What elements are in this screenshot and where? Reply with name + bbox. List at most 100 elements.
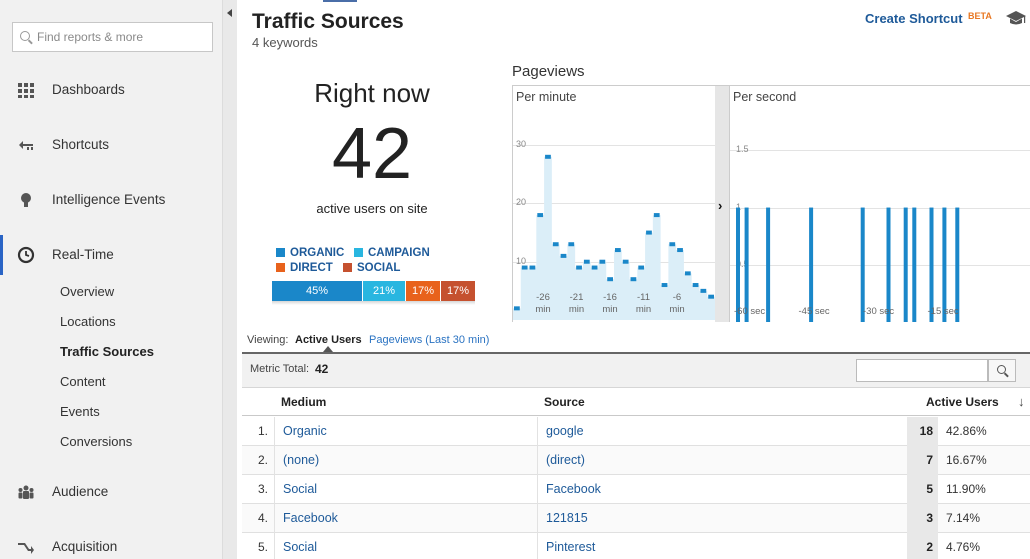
column-divider [537,446,538,475]
segment-campaign[interactable]: 21% [363,281,406,301]
legend-organic: ORGANIC [276,247,344,259]
per-second-bar [809,207,814,322]
source-link[interactable]: Facebook [546,482,601,496]
medium-link[interactable]: (none) [283,453,320,467]
tab-active-users[interactable]: Active Users [295,334,362,346]
subnav-locations[interactable]: Locations [60,314,116,329]
report-search-input[interactable] [37,23,207,51]
metric-total-bar: Metric Total: 42 [242,352,1030,388]
column-header-medium[interactable]: Medium [281,395,327,409]
table-row[interactable]: 4. Facebook 121815 3 7.14% [242,504,1030,533]
source-link[interactable]: (direct) [546,453,585,467]
per-minute-chart[interactable]: Per minute 10 20 30 -26 min -21 min -16 min -11 mi… [512,85,715,322]
active-users-value: 5 [926,482,933,496]
viewing-label: Viewing: [247,334,289,346]
per-minute-point [653,213,660,218]
per-second-bar [942,207,947,322]
segment-organic[interactable]: 45% [272,281,363,301]
users-cell-bg [907,504,938,533]
lightbulb-icon [21,193,31,207]
page-title: Traffic Sources [252,10,404,33]
nav-shortcuts[interactable]: Shortcuts [0,125,222,165]
per-minute-label: Per minute [516,90,577,104]
subnav-conversions[interactable]: Conversions [60,434,133,449]
legend-swatch [354,248,363,257]
segment-social[interactable]: 17% [441,281,475,301]
per-second-label: Per second [733,90,797,104]
active-users-percent: 11.90% [946,482,986,496]
per-minute-point [552,242,559,247]
subnav-content[interactable]: Content [60,374,106,389]
nav-label: Dashboards [52,82,125,97]
source-link[interactable]: google [546,424,584,438]
per-second-chart[interactable]: Per second 0.5 1 1.5 -60 sec -45 sec -30 sec -… [729,85,1030,322]
nav-label: Intelligence Events [52,192,166,207]
nav-real-time[interactable]: Real-Time [0,235,222,275]
dashboards-grid-icon [18,83,34,98]
subnav-events[interactable]: Events [60,404,100,419]
segment-direct[interactable]: 17% [406,281,441,301]
nav-acquisition[interactable]: Acquisition [0,527,222,559]
sort-descending-icon[interactable]: ↓ [1018,394,1025,409]
medium-link[interactable]: Social [283,482,318,496]
row-rank: 4. [242,504,275,533]
search-icon [20,31,30,41]
users-cell-bg [907,446,938,475]
acquisition-arrows-icon [18,543,34,554]
per-minute-point [646,230,652,235]
gridline [513,145,715,147]
medium-link[interactable]: Social [283,540,318,554]
per-minute-point [568,242,575,247]
y-tick-label: 30 [516,139,527,150]
per-minute-point [560,253,567,258]
legend-label: ORGANIC [290,247,345,259]
medium-link[interactable]: Organic [283,424,327,438]
subnav-overview[interactable]: Overview [60,284,115,299]
nav-label: Shortcuts [52,137,110,152]
per-minute-point [638,265,645,270]
top-accent-line [323,0,357,2]
subnav-traffic-sources[interactable]: Traffic Sources [60,344,154,359]
active-users-percent: 16.67% [946,453,987,467]
report-search-box[interactable] [12,22,213,52]
sidebar-collapse-toggle[interactable] [222,0,237,559]
source-link[interactable]: Pinterest [546,540,596,554]
legend-label: SOCIAL [357,262,401,274]
source-link[interactable]: 121815 [546,511,588,525]
gridline [730,207,1030,209]
table-row[interactable]: 3. Social Facebook 5 11.90% [242,475,1030,504]
table-row[interactable]: 2. (none) (direct) 7 16.67% [242,446,1030,475]
users-cell-bg [907,533,938,559]
table-filter-button[interactable] [988,359,1016,382]
column-header-active-users[interactable]: Active Users [926,395,999,409]
create-shortcut-link[interactable]: Create Shortcut [865,11,963,26]
x-tick-label: -60 sec [734,306,766,317]
nav-dashboards[interactable]: Dashboards [0,70,222,110]
metric-total-value: 42 [315,362,329,376]
per-second-bar [886,207,891,322]
per-minute-point [692,283,699,288]
right-now-heading: Right now [314,78,430,108]
main-content: Traffic Sources 4 keywords Create Shortc… [237,0,1030,559]
y-tick-label: 20 [516,197,527,208]
column-header-source[interactable]: Source [544,395,585,409]
legend-social: SOCIAL [343,262,400,274]
tab-pageviews[interactable]: Pageviews (Last 30 min) [369,334,490,346]
x-tick-label: -26 min [535,292,551,315]
table-row[interactable]: 1. Organic google 18 42.86% [242,417,1030,446]
graduation-cap-icon[interactable] [1005,10,1027,28]
table-row[interactable]: 5. Social Pinterest 2 4.76% [242,533,1030,559]
x-tick-label: -11 min [635,292,652,315]
medium-link[interactable]: Facebook [283,511,338,525]
nav-audience[interactable]: Audience [0,472,222,512]
column-divider [537,504,538,533]
nav-intelligence-events[interactable]: Intelligence Events [0,180,222,220]
x-tick-label: -15 sec [927,306,959,317]
table-filter-input[interactable] [856,359,988,382]
row-rank: 5. [242,533,275,559]
pageviews-title: Pageviews [512,63,585,80]
active-tab-caret-icon [323,346,333,352]
y-tick-label: 1.5 [736,144,749,155]
x-tick-label: -21 min [568,292,585,315]
